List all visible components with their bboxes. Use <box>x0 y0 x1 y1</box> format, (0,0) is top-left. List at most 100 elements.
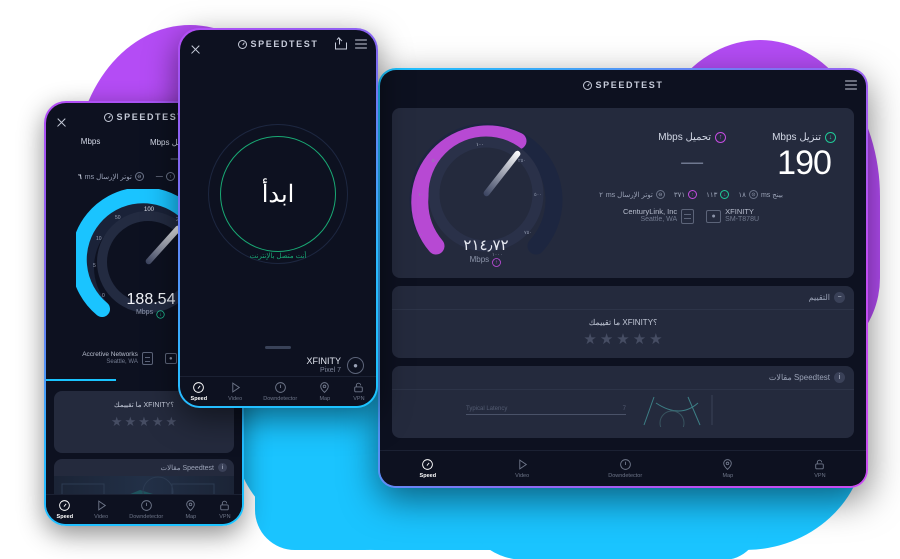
wifi-icon: ● <box>347 357 364 375</box>
tablet-isp-location: Seattle, WA <box>640 216 678 224</box>
speedometer-icon <box>237 39 247 49</box>
ping-badge-icon: ⊙ <box>748 190 758 199</box>
tab-video[interactable]: Video <box>515 458 529 479</box>
tablet-brand: SPEEDTEST <box>582 80 664 90</box>
tab-map[interactable]: Map <box>721 458 734 479</box>
tablet-rating-stars[interactable]: ★ ★ ★ ★ ★ <box>392 332 854 347</box>
lock-icon <box>220 500 230 511</box>
wifi-icon: ● <box>706 209 722 223</box>
left-tick-100: 100 <box>144 207 155 213</box>
tablet-readout-panel: ↓ تنزيل Mbps 190 ↑ تحميل Mbps — <box>546 132 836 225</box>
tab-map[interactable]: Map <box>184 499 197 520</box>
left-tick-0: 0 <box>102 293 105 299</box>
tab-downdetector[interactable]: Downdetector <box>129 499 163 520</box>
map-pin-icon <box>186 500 196 511</box>
left-phone-metric-jitter: ⊖ توتر الإرسال ms ٦ <box>78 172 144 181</box>
tablet-metric-dl-latency: ↓ ١١٣ <box>706 190 730 199</box>
arrow-up-circle-icon: ↑ <box>492 258 502 267</box>
left-phone-download-block: Mbps <box>81 137 101 168</box>
center-phone-connection-device: Pixel 7 <box>319 366 341 374</box>
center-phone-screen: SPEEDTEST ابدأ أنت متصل بالإنترنت XFINIT… <box>180 30 376 406</box>
tablet-isp[interactable]: CenturyLink, Inc Seattle, WA <box>623 207 695 225</box>
tab-speed[interactable]: Speed <box>191 381 207 402</box>
tab-downdetector[interactable]: Downdetector <box>263 381 297 402</box>
go-button[interactable]: ابدأ <box>220 136 336 252</box>
share-icon[interactable] <box>335 37 347 50</box>
tab-video[interactable]: Video <box>228 381 242 402</box>
center-phone-connection[interactable]: XFINITY Pixel 7 ● <box>180 356 364 375</box>
tab-vpn[interactable]: VPN <box>352 381 365 402</box>
left-phone-isp[interactable]: Accretive Networks Seattle, WA <box>82 351 153 367</box>
tablet-article-preview[interactable]: Typical Latency 7 <box>392 390 854 430</box>
tablet-metric-ul-latency: ↑ ٣٧١ <box>674 190 698 199</box>
lock-icon <box>815 459 825 470</box>
wifi-icon: ● <box>164 353 177 365</box>
info-icon[interactable]: i <box>218 463 227 472</box>
tab-downdetector[interactable]: Downdetector <box>608 458 642 479</box>
tablet-brand-label: SPEEDTEST <box>595 80 664 90</box>
tablet-metric-jitter: ⊖ توتر الإرسال ms ٢ <box>599 190 665 199</box>
hamburger-menu-icon[interactable] <box>355 39 367 49</box>
tablet-gauge: ٠ ١٠ ٥٠ ١٠٠ ٢٥٠ ٥٠٠ ٧٥٠ ١٠٠٠ <box>406 114 566 274</box>
map-pin-icon <box>320 382 330 393</box>
star-4[interactable]: ★ <box>151 414 164 429</box>
hamburger-menu-icon[interactable] <box>845 80 857 90</box>
tab-speed[interactable]: Speed <box>420 458 436 479</box>
star-1[interactable]: ★ <box>583 331 597 348</box>
tab-vpn[interactable]: VPN <box>813 458 826 479</box>
left-phone-gauge-value: 188.54 <box>126 291 176 308</box>
info-icon[interactable]: i <box>834 372 845 383</box>
tablet-download-block: ↓ تنزيل Mbps 190 <box>772 132 836 180</box>
left-phone-brand: SPEEDTEST <box>103 112 185 122</box>
tab-vpn[interactable]: VPN <box>218 499 231 520</box>
tablet-upload-value: — <box>681 149 704 174</box>
server-icon <box>141 352 153 366</box>
left-phone-metric-ul: ↑ — <box>156 172 175 181</box>
go-button-label: ابدأ <box>261 180 295 208</box>
tablet-tick-500: ٥٠٠ <box>534 192 543 198</box>
left-tick-5: 5 <box>93 263 96 269</box>
star-4[interactable]: ★ <box>632 331 647 348</box>
star-5[interactable]: ★ <box>649 331 663 348</box>
star-3[interactable]: ★ <box>138 414 150 429</box>
jitter-badge-icon: ⊖ <box>655 190 665 199</box>
tablet-isp-row: CenturyLink, Inc Seattle, WA ● XFINITY S… <box>546 207 836 225</box>
left-phone-articles-header: مقالات Speedtest i <box>54 459 234 476</box>
tab-speed[interactable]: Speed <box>57 499 73 520</box>
center-phone-connection-name: XFINITY <box>306 356 341 366</box>
jitter-badge-icon: ⊖ <box>134 172 144 181</box>
map-pin-icon <box>723 459 733 470</box>
center-phone-brand: SPEEDTEST <box>237 39 319 49</box>
tablet-tick-50: ٥٠ <box>432 158 438 164</box>
left-phone-header: SPEEDTEST <box>46 103 242 131</box>
tablet-download-label: تنزيل Mbps <box>772 132 821 143</box>
left-phone-bottom-nav: Speed Video Downdetector Map VPN <box>46 494 242 524</box>
tablet-connection-device: SM-T878U <box>725 216 760 224</box>
go-outer-ring <box>208 124 348 264</box>
lock-icon <box>354 382 364 393</box>
tablet-metrics: بينج ms ⊙ ١٨ ↓ ١١٣ ↑ ٣٧١ <box>546 190 836 199</box>
tablet-tick-750: ٧٥٠ <box>524 230 533 236</box>
tablet-articles-header: مقالات Speedtest i <box>392 366 854 390</box>
tab-video[interactable]: Video <box>94 499 108 520</box>
star-5[interactable]: ★ <box>165 414 178 429</box>
sheet-drag-handle[interactable] <box>265 346 291 349</box>
speedometer-icon <box>193 382 205 393</box>
connection-status: أنت متصل بالإنترنت <box>249 253 307 260</box>
star-1[interactable]: ★ <box>110 414 123 429</box>
left-phone-isp-location: Seattle, WA <box>106 359 138 366</box>
tablet-metric-ping: بينج ms ⊙ ١٨ <box>738 190 783 199</box>
star-2[interactable]: ★ <box>599 331 614 348</box>
tablet-article-card-label: Typical Latency <box>466 405 508 412</box>
tablet-tick-10: ١٠ <box>418 192 424 198</box>
left-phone-rating-stars[interactable]: ★ ★ ★ ★ ★ <box>54 415 234 428</box>
star-2[interactable]: ★ <box>124 414 137 429</box>
star-3[interactable]: ★ <box>616 331 630 348</box>
speedometer-icon <box>103 112 113 122</box>
tablet-gauge-unit: Mbps <box>469 255 490 264</box>
tab-map[interactable]: Map <box>318 381 331 402</box>
tablet-connection[interactable]: ● XFINITY SM-T878U <box>706 207 759 225</box>
center-phone-bottom-nav: Speed Video Downdetector Map VPN <box>180 376 376 406</box>
minus-circle-icon: − <box>834 292 845 303</box>
center-phone-brand-label: SPEEDTEST <box>250 39 319 49</box>
